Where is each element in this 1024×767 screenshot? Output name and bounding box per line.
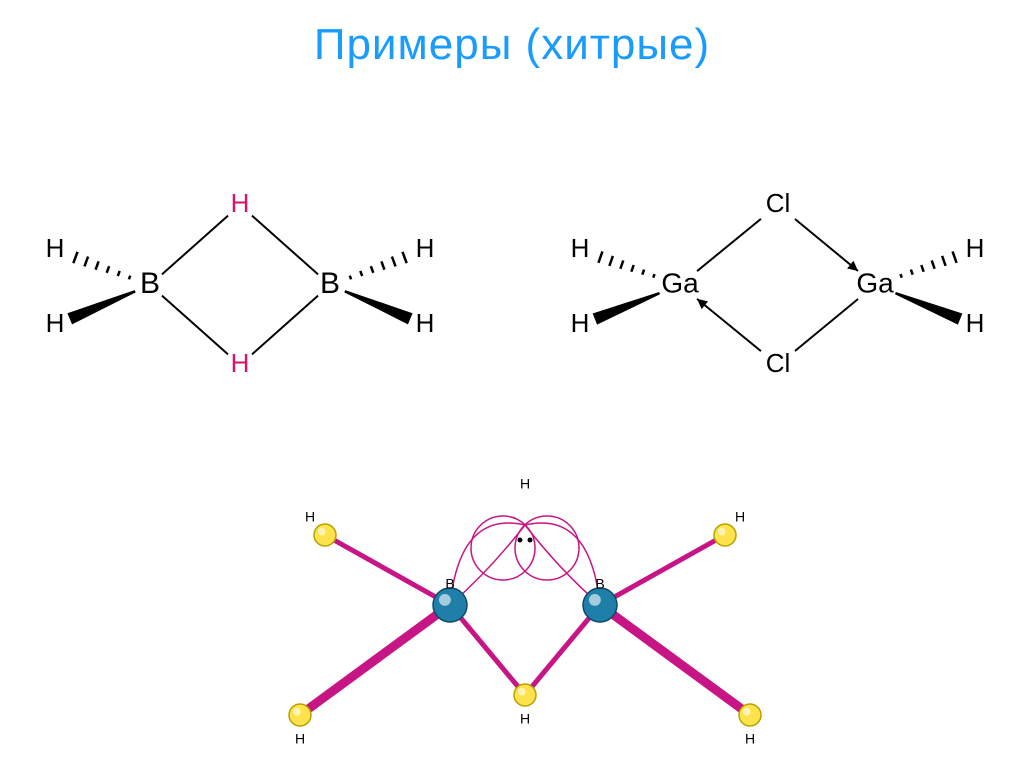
atom-label-H: H <box>295 731 305 747</box>
atom-label-H: H <box>520 711 530 727</box>
atom-label-B: B <box>595 576 604 592</box>
atom-ball <box>314 524 336 546</box>
atom-label-H: H <box>416 308 435 338</box>
atom-label-H: H <box>966 308 985 338</box>
atom-label-Ga: Ga <box>661 267 699 298</box>
gallium-structure: Ga Ga Cl Cl H H H H <box>540 165 1010 405</box>
atom-label-H: H <box>46 233 65 263</box>
atom-ball <box>583 588 617 622</box>
atom-label-H: H <box>571 308 590 338</box>
atom-label-Cl: Cl <box>766 348 791 378</box>
atom-label-H: H <box>520 476 530 492</box>
atom-ball <box>514 684 536 706</box>
atom-ball <box>433 588 467 622</box>
atom-label-B: B <box>140 267 160 300</box>
atom-ball <box>289 704 311 726</box>
atom-label-B: B <box>445 576 454 592</box>
atom-label-H: H <box>305 509 315 525</box>
diagrams-container: B B H H H H H H Ga Ga Cl Cl H H H H B B H H H H H H <box>0 70 1024 750</box>
diborane-ball-stick: B B H H H H H H <box>225 440 825 760</box>
atom-ball <box>739 704 761 726</box>
atom-label-H: H <box>735 509 745 525</box>
atom-label-H: H <box>571 233 590 263</box>
atom-label-H: H <box>966 233 985 263</box>
page-title: Примеры (хитрые) <box>0 0 1024 70</box>
atom-label-H: H <box>745 731 755 747</box>
atom-label-H: H <box>231 348 250 378</box>
atom-label-Ga: Ga <box>856 267 894 298</box>
atom-label-B: B <box>320 267 340 300</box>
atom-label-H: H <box>231 188 250 218</box>
atom-label-Cl: Cl <box>766 188 791 218</box>
atom-ball <box>714 524 736 546</box>
atom-label-H: H <box>416 233 435 263</box>
atom-label-H: H <box>46 308 65 338</box>
diborane-structure: B B H H H H H H <box>20 165 460 405</box>
